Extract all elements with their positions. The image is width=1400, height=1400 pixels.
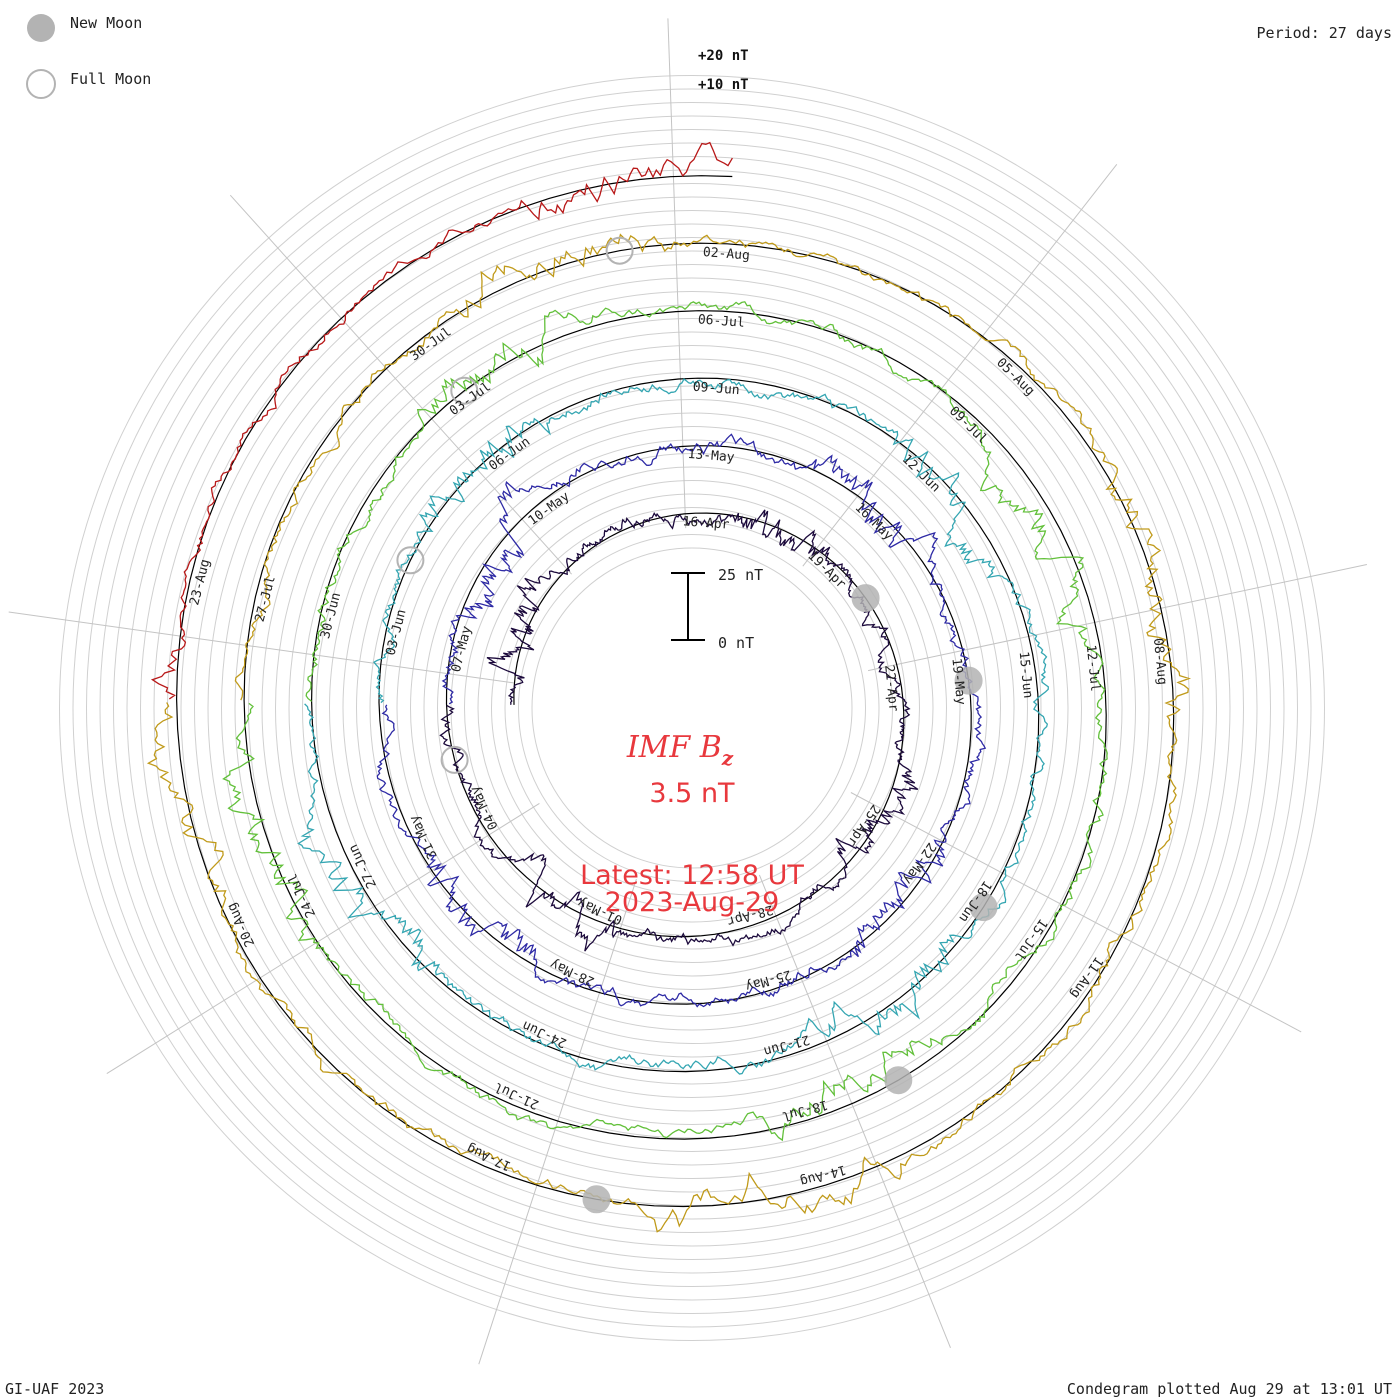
grid-ring xyxy=(437,453,947,963)
full-moon-marker xyxy=(450,376,479,405)
date-label: 21-Jun xyxy=(762,1031,811,1058)
ring-scale-outer-label: +20 nT xyxy=(698,48,749,64)
date-label: 19-May xyxy=(948,657,968,705)
grid-ring xyxy=(194,210,1190,1206)
current-value: 3.5 nT xyxy=(649,778,735,809)
grid-ring xyxy=(180,196,1204,1220)
latest-time: Latest: 12:58 UT xyxy=(580,860,804,891)
new-moon-marker xyxy=(851,584,880,613)
radial-spoke xyxy=(850,792,1302,1033)
new-moon-marker xyxy=(582,1185,611,1214)
zero-baselines xyxy=(175,175,1175,1208)
grid-ring xyxy=(126,142,1258,1274)
grid-ring xyxy=(518,534,866,882)
footer-plotted: Condegram plotted Aug 29 at 13:01 UT xyxy=(1067,1380,1392,1398)
series-2-trace xyxy=(376,433,987,1008)
date-label: 14-Aug xyxy=(798,1161,847,1188)
grid-ring xyxy=(396,412,988,1004)
radial-spoke xyxy=(667,18,687,529)
radial-spoke xyxy=(106,802,540,1075)
new-moon-legend-icon xyxy=(27,14,55,42)
new-moon-legend-label: New Moon xyxy=(70,14,142,32)
date-label: 25-May xyxy=(743,966,792,993)
footer-credit: GI-UAF 2023 xyxy=(5,1380,104,1398)
date-label: 22-Apr xyxy=(881,664,901,712)
grid-ring xyxy=(99,115,1285,1301)
grid-ring xyxy=(72,88,1312,1328)
date-label: 09-Jun xyxy=(692,380,740,398)
new-moon-marker xyxy=(954,666,983,695)
radial-spoke xyxy=(8,611,514,684)
series-5-trace xyxy=(146,233,1192,1233)
grid-ring xyxy=(410,426,974,990)
grid-ring xyxy=(59,75,1325,1341)
date-label: 13-May xyxy=(687,447,735,465)
full-moon-marker xyxy=(396,546,425,575)
series-4-trace xyxy=(222,301,1108,1142)
grid-ring xyxy=(275,291,1109,1125)
new-moon-marker xyxy=(884,1066,913,1095)
date-label: 18-Jul xyxy=(780,1096,829,1123)
ring-scale-inner-label: +10 nT xyxy=(698,77,749,93)
series-1-trace xyxy=(439,509,919,952)
full-moon-marker xyxy=(605,236,634,265)
radial-spoke xyxy=(478,879,637,1365)
scale-bar-top-label: 25 nT xyxy=(718,566,763,584)
full-moon-legend-icon xyxy=(26,69,56,99)
date-label: 08-Aug xyxy=(1150,637,1170,685)
latest-date: 2023-Aug-29 xyxy=(605,887,780,918)
grid-ring xyxy=(261,277,1123,1139)
period-label: Period: 27 days xyxy=(1257,24,1392,42)
scale-bar: 25 nT 0 nT xyxy=(671,566,763,652)
zero-baseline-spiral xyxy=(175,175,1175,1208)
grid-ring xyxy=(207,223,1177,1193)
grid-ring xyxy=(86,102,1298,1314)
grid-ring xyxy=(153,169,1231,1247)
grid-ring xyxy=(369,385,1015,1031)
new-moon-marker xyxy=(969,893,998,922)
moon-markers xyxy=(396,236,998,1214)
grid-ring xyxy=(302,318,1082,1098)
series-3-trace xyxy=(297,378,1049,1075)
date-label: 02-Aug xyxy=(702,245,750,263)
date-label: 12-Jul xyxy=(1083,644,1103,692)
date-label: 27-Jul xyxy=(253,574,279,623)
radial-spokes xyxy=(8,18,1368,1365)
full-moon-marker xyxy=(440,745,469,774)
grid-ring xyxy=(464,480,920,936)
grid-ring xyxy=(477,493,907,923)
grid-ring xyxy=(248,264,1136,1152)
grid-ring xyxy=(383,399,1001,1017)
series-6-trace xyxy=(150,141,733,700)
grid-ring xyxy=(113,129,1271,1287)
scale-bar-bottom-label: 0 nT xyxy=(718,634,754,652)
grid-ring xyxy=(356,372,1028,1044)
grid-ring xyxy=(140,156,1244,1260)
parameter-title: IMF Bz xyxy=(626,730,734,770)
date-label: 15-Jun xyxy=(1016,651,1036,699)
grid-ring xyxy=(531,547,853,869)
bz-series xyxy=(146,141,1192,1233)
date-label: 23-Aug xyxy=(187,558,213,607)
grid-ring xyxy=(315,331,1069,1085)
grid-ring xyxy=(491,507,893,909)
radial-spoke xyxy=(229,194,572,575)
grid-ring xyxy=(221,237,1163,1179)
date-label: 06-Jul xyxy=(697,312,745,330)
grid-ring xyxy=(288,304,1096,1112)
radial-spoke xyxy=(802,163,1118,567)
radial-spoke xyxy=(758,874,951,1348)
full-moon-legend-label: Full Moon xyxy=(70,70,151,88)
grid-ring xyxy=(329,345,1055,1071)
grid-ring xyxy=(234,250,1150,1166)
grid-rings xyxy=(59,75,1325,1341)
radial-spoke xyxy=(867,564,1368,672)
grid-ring xyxy=(423,439,961,977)
grid-ring xyxy=(342,358,1042,1058)
date-label: 16-Apr xyxy=(682,514,730,532)
